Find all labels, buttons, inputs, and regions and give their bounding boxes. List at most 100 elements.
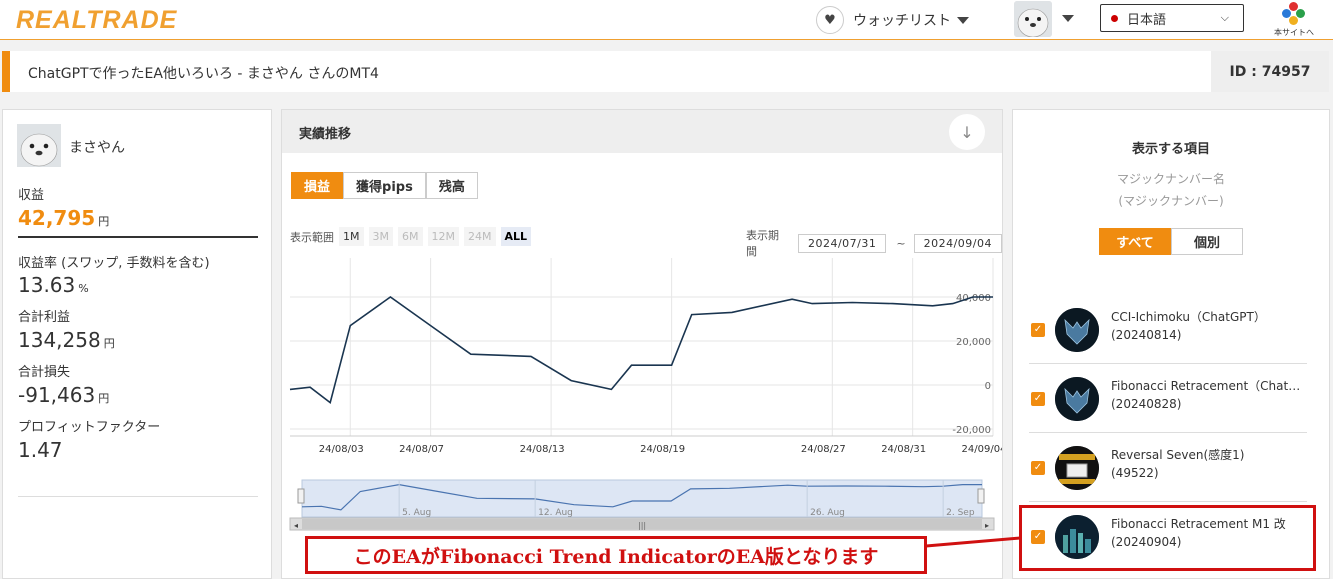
navigator-tick-label: 26. Aug [810,508,845,518]
range-1m-button[interactable]: 1M [339,227,364,246]
x-tick-label: 24/08/07 [399,444,444,455]
scroll-right-icon: ▸ [985,521,989,530]
divider [18,236,258,238]
ea-magic-number: (20240828) [1111,397,1182,411]
navigator-line [301,483,982,511]
date-from-input[interactable]: 2024/07/31 [797,233,887,253]
ea-city-icon [1055,515,1099,559]
ea-list-item[interactable]: ✓ CCI-Ichimoku（ChatGPT） (20240814) [1029,296,1307,364]
ea-list-item[interactable]: ✓ Fibonacci Retracement（ChatGPT） (202408… [1029,365,1307,433]
annotation-callout: このEAがFibonacci Trend IndicatorのEA版となります [305,536,927,574]
language-select[interactable]: 日本語 ⌵ [1100,4,1244,32]
profit-loss-line [289,296,993,404]
x-tick-label: 24/08/03 [319,444,364,455]
ea-list-item[interactable]: ✓ Fibonacci Retracement M1 改 (20240904) [1029,503,1307,571]
scroll-grip-icon: ||| [638,521,646,530]
navigator-left-handle [297,488,305,504]
annotation-connector [926,536,1020,548]
tab-all[interactable]: すべて [1099,228,1171,255]
ea-checkbox[interactable]: ✓ [1031,530,1045,544]
ea-magic-number: (49522) [1111,466,1159,480]
ea-checkbox[interactable]: ✓ [1031,461,1045,475]
ea-name: Fibonacci Retracement（ChatGPT） [1111,379,1301,393]
plot-area [290,258,993,436]
page-title-bar: ChatGPTで作ったEA他いろいろ - まさやん さんのMT4 ID : 74… [2,51,1329,92]
heart-icon: ♥ [816,6,844,34]
ea-list-item[interactable]: ✓ Reversal Seven(感度1) (49522) [1029,434,1307,502]
range-all-button[interactable]: ALL [500,227,532,246]
period-label: 表示期間 [746,229,779,258]
range-24m-button[interactable]: 24M [464,227,496,246]
display-items-title: 表示する項目 [1131,142,1210,157]
total-loss-value: -91,463 円 [18,383,110,407]
download-arrow-icon: ↓ [960,122,974,142]
navigator-tick-label: 5. Aug [402,508,431,518]
profit-factor-value: 1.47 [18,438,63,462]
japan-flag-icon [1111,14,1118,22]
x-tick-label: 24/08/13 [520,444,565,455]
y-tick-label: 20,000 [956,337,991,348]
range-12m-button[interactable]: 12M [427,227,459,246]
ea-checkbox[interactable]: ✓ [1031,392,1045,406]
profit-label: 収益 [18,188,45,203]
magic-name-label: マジックナンバー名 [1116,172,1225,186]
return-rate-value: 13.63% [18,273,89,297]
header-avatar[interactable] [1014,1,1052,37]
ea-wolf-icon [1055,308,1099,352]
scrollbar-thumb [302,519,982,529]
range-6m-button[interactable]: 6M [398,227,423,246]
ea-monitor-icon [1055,446,1099,490]
performance-panel: 実績推移 ↓ 損益 獲得pips 残高 表示範囲 1M 3M 6M 12M 24… [281,109,1003,579]
tab-individual[interactable]: 個別 [1171,228,1243,255]
period-selector: 表示期間 2024/07/31 ~ 2024/09/04 [746,227,1002,259]
ea-name: CCI-Ichimoku（ChatGPT） [1111,310,1266,324]
ea-name: Reversal Seven(感度1) [1111,448,1245,462]
navigator-window [301,479,983,518]
range-3m-button[interactable]: 3M [368,227,393,246]
scrollbar-track [289,517,995,531]
scroll-left-icon: ◂ [294,521,298,530]
navigator-tick-label: 2. Sep [946,508,975,518]
chevron-down-icon: ⌵ [1220,11,1229,24]
ea-checkbox[interactable]: ✓ [1031,323,1045,337]
language-label: 日本語 [1127,12,1167,28]
profile-panel: まさやん 収益 42,795 円 収益率 (スワップ, 手数料を含む) 13.63… [2,109,272,579]
x-tick-label: 24/08/19 [640,444,685,455]
avatar-caret-icon[interactable] [1062,15,1074,22]
y-tick-label: -20,000 [952,425,991,436]
metric-tabs: 損益 獲得pips 残高 [291,172,478,199]
range-label: 表示範囲 [290,230,334,244]
y-tick-label: 0 [985,381,991,392]
download-button[interactable]: ↓ [949,114,985,150]
main-site-link[interactable]: 本サイトへ [1270,2,1318,38]
range-selector: 表示範囲 1M 3M 6M 12M 24M ALL [290,227,532,246]
user-name: まさやん [69,140,125,156]
total-loss-label: 合計損失 [18,365,71,380]
tab-pips[interactable]: 獲得pips [343,172,426,199]
highlight-box [1019,505,1316,571]
performance-header: 実績推移 ↓ [282,110,1002,153]
page-title: ChatGPTで作ったEA他いろいろ - まさやん さんのMT4 [28,66,379,82]
site-logo-icon [1282,2,1306,26]
site-link-label: 本サイトへ [1274,28,1314,37]
display-items-panel: 表示する項目 マジックナンバー名 (マジックナンバー) すべて 個別 ✓ CCI… [1012,109,1330,579]
caret-down-icon [957,16,969,24]
ea-magic-number: (20240814) [1111,328,1182,342]
divider [18,496,258,497]
date-tilde: ~ [896,236,906,250]
navigator-right-handle [977,488,985,504]
watchlist-menu[interactable]: ♥ ウォッチリスト [816,5,969,35]
x-tick-label: 24/08/27 [801,444,846,455]
realtrade-logo[interactable]: REALTRADE [16,6,178,34]
total-profit-value: 134,258 円 [18,328,115,352]
tab-profit-loss[interactable]: 損益 [291,172,344,199]
magic-number-label: (マジックナンバー) [1118,194,1224,208]
account-id: ID : 74957 [1211,51,1329,92]
y-tick-label: 40,000 [956,293,991,304]
total-profit-label: 合計利益 [18,310,71,325]
x-tick-label: 24/08/31 [881,444,926,455]
watchlist-label: ウォッチリスト [853,13,951,29]
date-to-input[interactable]: 2024/09/04 [913,233,1002,253]
top-header: REALTRADE ♥ ウォッチリスト 日本語 ⌵ 本サイトへ [0,0,1333,40]
tab-balance[interactable]: 残高 [425,172,478,199]
